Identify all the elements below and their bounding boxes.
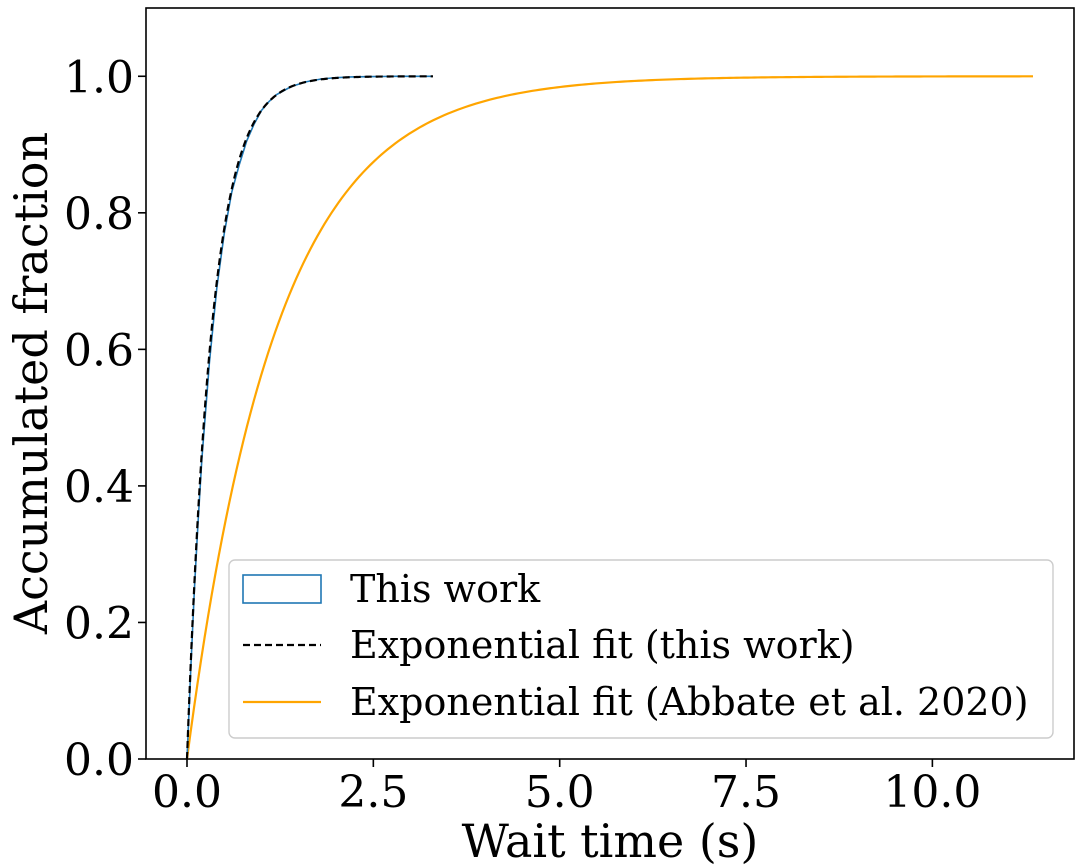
x-tick-label: 10.0 (883, 767, 981, 818)
x-tick-label: 0.0 (152, 767, 222, 818)
series-line-2 (185, 75, 1033, 760)
legend-label-0: This work (350, 567, 541, 611)
y-tick-label: 0.6 (64, 325, 134, 376)
series-line-1 (185, 75, 434, 760)
y-tick-label: 0.4 (64, 462, 134, 513)
y-axis-ticks: 0.0 0.2 0.4 0.6 0.8 1.0 (64, 52, 146, 786)
plot-frame (145, 7, 1075, 760)
x-tick-label: 2.5 (338, 767, 408, 818)
x-tick-label: 7.5 (711, 767, 781, 818)
series-layer (185, 75, 1033, 760)
y-tick-label: 0.0 (64, 735, 134, 786)
x-tick-label: 5.0 (525, 767, 595, 818)
y-tick-label: 0.8 (64, 189, 134, 240)
legend-label-1: Exponential fit (this work) (350, 623, 855, 667)
y-axis-label: Accumulated fraction (4, 132, 58, 635)
legend: This work Exponential fit (this work) Expo… (228, 559, 1054, 739)
legend-label-2: Exponential fit (Abbate et al. 2020) (350, 680, 1029, 724)
y-tick-label: 1.0 (64, 52, 134, 103)
x-axis-ticks: 0.0 2.5 5.0 7.5 10.0 (152, 759, 981, 818)
x-axis-label: Wait time (s) (462, 814, 759, 866)
legend-box (228, 559, 1054, 739)
y-tick-label: 0.2 (64, 598, 134, 649)
legend-swatch-0 (242, 574, 322, 604)
